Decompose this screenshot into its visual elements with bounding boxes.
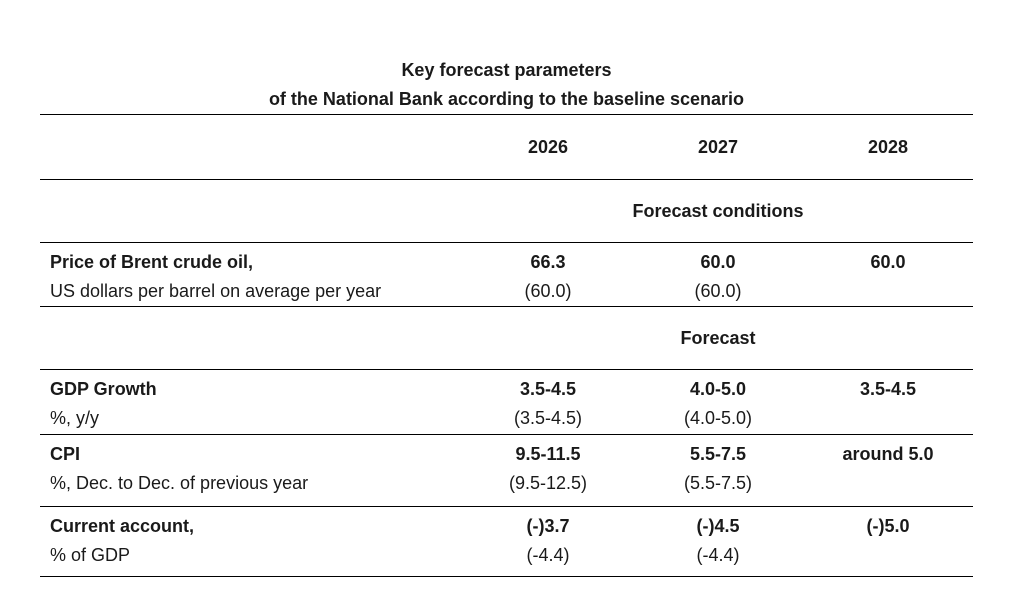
value-sub: (-4.4) bbox=[526, 545, 570, 565]
value-main: (-)4.5 bbox=[696, 516, 740, 536]
value-sub: (5.5-7.5) bbox=[683, 473, 753, 493]
cell-current-account-2028: (-)5.0 bbox=[803, 506, 973, 577]
year-header-2026: 2026 bbox=[463, 114, 633, 180]
value-main: 9.5-11.5 bbox=[515, 444, 581, 464]
table-row-current-account: Current account, % of GDP (-)3.7 (-4.4) … bbox=[40, 506, 973, 577]
row-label-main: Price of Brent crude oil, bbox=[50, 252, 254, 272]
table-title-line2: of the National Bank according to the ba… bbox=[268, 89, 745, 109]
cell-current-account-2027: (-)4.5 (-4.4) bbox=[633, 506, 803, 577]
value-sub: (60.0) bbox=[694, 281, 742, 301]
value-main: 3.5-4.5 bbox=[859, 379, 917, 399]
cell-gdp-2027: 4.0-5.0 (4.0-5.0) bbox=[633, 369, 803, 435]
value-main: (-)5.0 bbox=[866, 516, 910, 536]
row-label-gdp-growth: GDP Growth %, y/y bbox=[40, 369, 463, 435]
table-row-cpi: CPI %, Dec. to Dec. of previous year 9.5… bbox=[40, 434, 973, 507]
value-main: 60.0 bbox=[870, 252, 906, 272]
row-label-main: GDP Growth bbox=[50, 379, 157, 399]
value-main: 3.5-4.5 bbox=[519, 379, 577, 399]
value-main: 4.0-5.0 bbox=[689, 379, 747, 399]
cell-cpi-2026: 9.5-11.5 (9.5-12.5) bbox=[463, 434, 633, 507]
row-label-sub: % of GDP bbox=[50, 545, 131, 565]
year-header-row: 2026 2027 2028 bbox=[40, 114, 973, 180]
cell-brent-2028: 60.0 bbox=[803, 242, 973, 307]
row-label-sub: US dollars per barrel on average per yea… bbox=[50, 281, 382, 301]
section-empty-cell bbox=[40, 179, 463, 243]
value-main: around 5.0 bbox=[842, 444, 934, 464]
section-header-row-forecast-conditions: Forecast conditions bbox=[40, 179, 973, 243]
row-label-brent-oil: Price of Brent crude oil, US dollars per… bbox=[40, 242, 463, 307]
cell-gdp-2026: 3.5-4.5 (3.5-4.5) bbox=[463, 369, 633, 435]
cell-current-account-2026: (-)3.7 (-4.4) bbox=[463, 506, 633, 577]
row-label-current-account: Current account, % of GDP bbox=[40, 506, 463, 577]
row-label-cpi: CPI %, Dec. to Dec. of previous year bbox=[40, 434, 463, 507]
row-label-main: CPI bbox=[50, 444, 81, 464]
section-header-forecast: Forecast bbox=[463, 306, 973, 370]
value-main: 66.3 bbox=[530, 252, 566, 272]
forecast-table: 2026 2027 2028 Forecast conditions Price… bbox=[40, 114, 973, 577]
value-main: 5.5-7.5 bbox=[689, 444, 747, 464]
table-title-line1: Key forecast parameters bbox=[401, 60, 612, 80]
value-main: (-)3.7 bbox=[526, 516, 570, 536]
year-header-2028: 2028 bbox=[803, 114, 973, 180]
section-empty-cell bbox=[40, 306, 463, 370]
value-sub: (9.5-12.5) bbox=[508, 473, 588, 493]
cell-gdp-2028: 3.5-4.5 bbox=[803, 369, 973, 435]
cell-brent-2027: 60.0 (60.0) bbox=[633, 242, 803, 307]
year-header-empty-cell bbox=[40, 114, 463, 180]
value-sub: (-4.4) bbox=[696, 545, 740, 565]
year-header-2027: 2027 bbox=[633, 114, 803, 180]
section-header-row-forecast: Forecast bbox=[40, 306, 973, 370]
value-sub: (3.5-4.5) bbox=[513, 408, 583, 428]
table-title: Key forecast parameters of the National … bbox=[40, 56, 973, 114]
section-header-forecast-conditions: Forecast conditions bbox=[463, 179, 973, 243]
cell-cpi-2027: 5.5-7.5 (5.5-7.5) bbox=[633, 434, 803, 507]
row-label-sub: %, Dec. to Dec. of previous year bbox=[50, 473, 309, 493]
cell-brent-2026: 66.3 (60.0) bbox=[463, 242, 633, 307]
value-sub: (60.0) bbox=[524, 281, 572, 301]
cell-cpi-2028: around 5.0 bbox=[803, 434, 973, 507]
row-label-sub: %, y/y bbox=[50, 408, 100, 428]
table-row-gdp-growth: GDP Growth %, y/y 3.5-4.5 (3.5-4.5) 4.0-… bbox=[40, 369, 973, 435]
table-row-brent-oil: Price of Brent crude oil, US dollars per… bbox=[40, 242, 973, 307]
row-label-main: Current account, bbox=[50, 516, 195, 536]
value-main: 60.0 bbox=[700, 252, 736, 272]
value-sub: (4.0-5.0) bbox=[683, 408, 753, 428]
